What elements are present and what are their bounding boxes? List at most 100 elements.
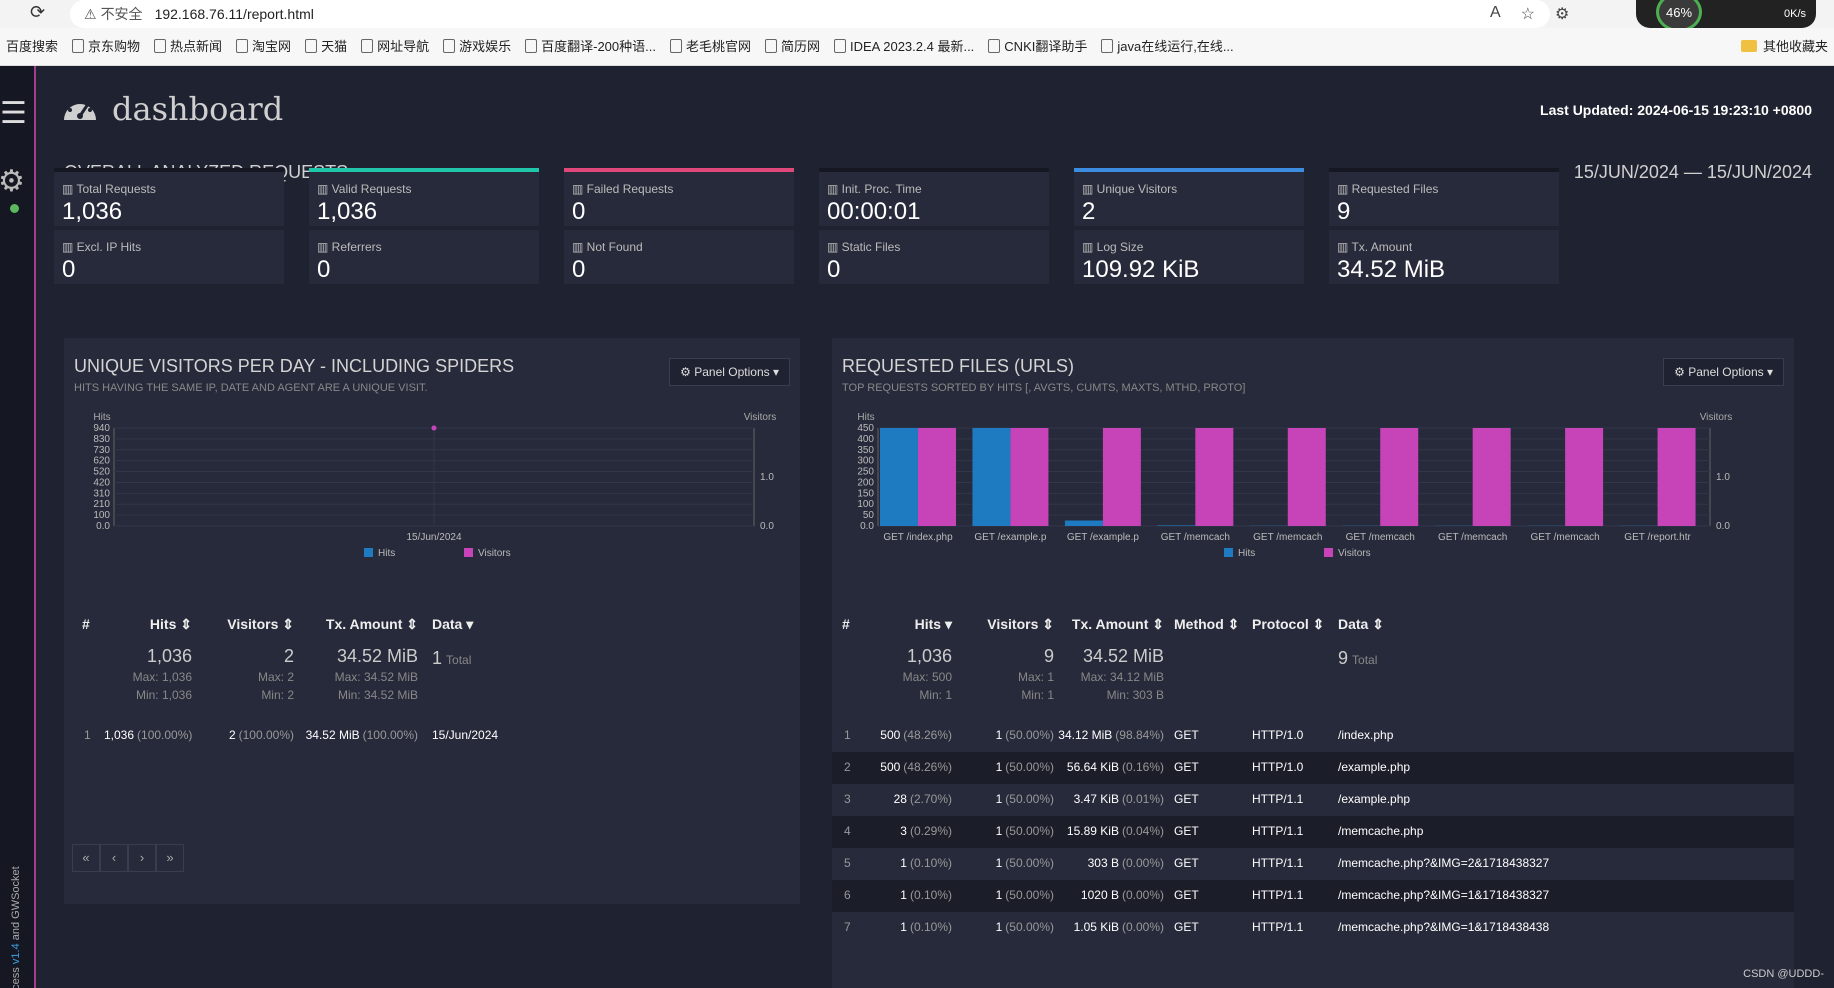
hits-bar[interactable] xyxy=(1157,525,1196,526)
visitors-bar[interactable] xyxy=(1195,428,1234,526)
bookmark-item[interactable]: 淘宝网 xyxy=(236,36,291,55)
visitors-panel-title: UNIQUE VISITORS PER DAY - INCLUDING SPID… xyxy=(74,356,515,376)
column-header[interactable]: Visitors ⇕ xyxy=(962,616,1054,633)
hits-bar[interactable] xyxy=(880,428,918,526)
credit-gwsocket[interactable]: GWSocket xyxy=(10,866,22,919)
row-data: 15/Jun/2024 xyxy=(432,728,499,742)
credit-version[interactable]: v1.4 xyxy=(10,943,22,965)
row-protocol: HTTP/1.1 xyxy=(1252,824,1304,838)
column-header[interactable]: Hits ⇕ xyxy=(104,616,192,633)
caret-down-icon: ▾ xyxy=(1763,365,1773,379)
bookmark-item[interactable]: 百度翻译-200种语... xyxy=(525,36,656,55)
bookmark-item[interactable]: IDEA 2023.2.4 最新... xyxy=(834,36,974,55)
table-row[interactable]: 6 1 (0.10%) 1 (50.00%) 1020 B (0.00%) GET HTTP/1… xyxy=(832,888,1794,908)
row-hits-value: 1 xyxy=(900,920,907,934)
bookmark-item[interactable]: 京东购物 xyxy=(72,36,140,55)
column-header[interactable]: Method ⇕ xyxy=(1174,616,1239,633)
table-row[interactable]: 3 28 (2.70%) 1 (50.00%) 3.47 KiB (0.01%) GET HTT… xyxy=(832,792,1794,812)
bookmark-item[interactable]: 百度搜索 xyxy=(6,36,58,55)
settings-gear-icon[interactable]: ⚙ xyxy=(0,165,25,198)
column-header[interactable]: Protocol ⇕ xyxy=(1252,616,1324,633)
url-text[interactable]: 192.168.76.11/report.html xyxy=(154,6,314,22)
visitors-bar[interactable] xyxy=(1472,428,1511,526)
bookmark-label: 百度搜索 xyxy=(6,39,59,54)
bar-chart-icon: ▥ xyxy=(317,240,332,254)
row-visitors: 1 (50.00%) xyxy=(962,920,1054,934)
visitors-panel-options-button[interactable]: ⚙ Panel Options ▾ xyxy=(669,358,790,386)
bookmark-item[interactable]: 网址导航 xyxy=(361,36,429,55)
read-aloud-icon[interactable]: A xyxy=(1490,4,1501,21)
bookmark-item[interactable]: 游戏娱乐 xyxy=(443,36,511,55)
row-visitors-pct: (50.00%) xyxy=(1005,824,1054,838)
table-row[interactable]: 5 1 (0.10%) 1 (50.00%) 303 B (0.00%) GET HTTP/1.… xyxy=(832,856,1794,876)
visitors-bar[interactable] xyxy=(1565,428,1604,526)
column-header[interactable]: Hits ▾ xyxy=(862,616,952,633)
bar-chart-icon: ▥ xyxy=(62,240,77,254)
hits-bar[interactable] xyxy=(972,428,1011,526)
row-protocol: HTTP/1.1 xyxy=(1252,888,1304,902)
visitors-bar[interactable] xyxy=(1657,428,1696,526)
bookmark-item[interactable]: 老毛桃官网 xyxy=(669,36,751,55)
bookmark-item[interactable]: 热点新闻 xyxy=(154,36,222,55)
visitors-chart: Hits Visitors9408307306205204203102101000… xyxy=(93,412,776,559)
bookmark-label: java在线运行,在线... xyxy=(1117,39,1234,54)
table-row[interactable]: 2 500 (48.26%) 1 (50.00%) 56.64 KiB (0.16%) GET… xyxy=(832,760,1794,780)
y-tick-label: 0.0 xyxy=(860,521,874,532)
bookmark-item[interactable]: 简历网 xyxy=(764,36,820,55)
card-accent-bar xyxy=(819,168,1049,172)
y-tick-label: 300 xyxy=(857,456,874,467)
row-visitors-value: 2 xyxy=(228,728,236,742)
other-bookmarks[interactable]: 其他收藏夹 xyxy=(1740,36,1828,55)
visitors-point[interactable] xyxy=(431,425,437,431)
bookmark-item[interactable]: CNKI翻译助手 xyxy=(988,36,1087,55)
table-row[interactable]: 7 1 (0.10%) 1 (50.00%) 1.05 KiB (0.00%) GET HTTP… xyxy=(832,920,1794,940)
visitors-bar[interactable] xyxy=(1287,428,1326,526)
bookmark-item[interactable]: 天猫 xyxy=(305,36,347,55)
column-header[interactable]: Data ▾ xyxy=(432,616,473,633)
table-row[interactable]: 1 500 (48.26%) 1 (50.00%) 34.12 MiB (98.84%) GE… xyxy=(832,728,1794,748)
table-row[interactable]: 1 1,036 (100.00%) 2 (100.00%) 34.52 MiB (100.0… xyxy=(64,728,800,748)
panel-options-label: Panel Options xyxy=(694,365,770,379)
visitors-panel-subtitle: HITS HAVING THE SAME IP, DATE AND AGENT … xyxy=(74,382,428,394)
row-tx: 56.64 KiB (0.16%) xyxy=(1054,760,1164,774)
visitors-bar[interactable] xyxy=(1102,428,1141,526)
stat-card-value: 0 xyxy=(572,256,586,283)
stat-card-label: ▥ Unique Visitors xyxy=(1082,182,1177,196)
row-hits: 1,036 (100.00%) xyxy=(104,728,192,742)
visitors-bar[interactable] xyxy=(1380,428,1419,526)
row-hits-pct: (48.26%) xyxy=(903,728,952,742)
column-header[interactable]: Tx. Amount ⇕ xyxy=(292,616,418,633)
hamburger-menu-icon[interactable]: ☰ xyxy=(0,97,27,130)
column-header[interactable]: Data ⇕ xyxy=(1338,616,1384,633)
column-header[interactable]: Visitors ⇕ xyxy=(204,616,294,633)
y-tick-label: 250 xyxy=(857,467,874,478)
hits-bar[interactable] xyxy=(1064,520,1103,526)
reload-icon[interactable]: ⟳ xyxy=(30,2,46,22)
stat-card-value: 1,036 xyxy=(317,198,378,225)
pager-button[interactable]: › xyxy=(128,844,156,872)
x-tick-label: GET /memcach xyxy=(1253,532,1322,543)
warning-icon: ⚠ xyxy=(84,5,97,22)
summary-max: Max: 1,036 xyxy=(132,670,192,684)
table-row[interactable]: 4 3 (0.29%) 1 (50.00%) 15.89 KiB (0.04%) GET HTT… xyxy=(832,824,1794,844)
row-tx-value: 34.52 MiB xyxy=(305,728,360,742)
favorite-star-icon[interactable]: ☆ xyxy=(1520,6,1536,23)
x-tick-label: GET /index.php xyxy=(883,532,953,543)
stat-card-value: 109.92 KiB xyxy=(1082,256,1200,283)
stat-card-label: ▥ Init. Proc. Time xyxy=(827,182,922,196)
page-icon xyxy=(154,38,167,53)
pager-button[interactable]: ‹ xyxy=(100,844,128,872)
row-data: /memcache.php?&IMG=2&1718438327 xyxy=(1338,856,1550,870)
stat-card: ▥ Log Size 109.92 KiB xyxy=(1074,230,1304,284)
extensions-icon[interactable]: ⚙ xyxy=(1555,6,1570,23)
visitors-bar[interactable] xyxy=(1010,428,1049,526)
pager-button[interactable]: » xyxy=(156,844,184,872)
bookmark-item[interactable]: java在线运行,在线... xyxy=(1101,36,1234,55)
pager-button[interactable]: « xyxy=(72,844,100,872)
bar-chart-icon: ▥ xyxy=(572,240,587,254)
files-panel-options-button[interactable]: ⚙ Panel Options ▾ xyxy=(1663,358,1784,386)
visitors-bar[interactable] xyxy=(918,428,956,526)
y-tick-label: 350 xyxy=(857,445,874,456)
column-header[interactable]: Tx. Amount ⇕ xyxy=(1054,616,1164,633)
address-bar[interactable]: ⚠ 不安全 192.168.76.11/report.html xyxy=(70,0,1550,28)
